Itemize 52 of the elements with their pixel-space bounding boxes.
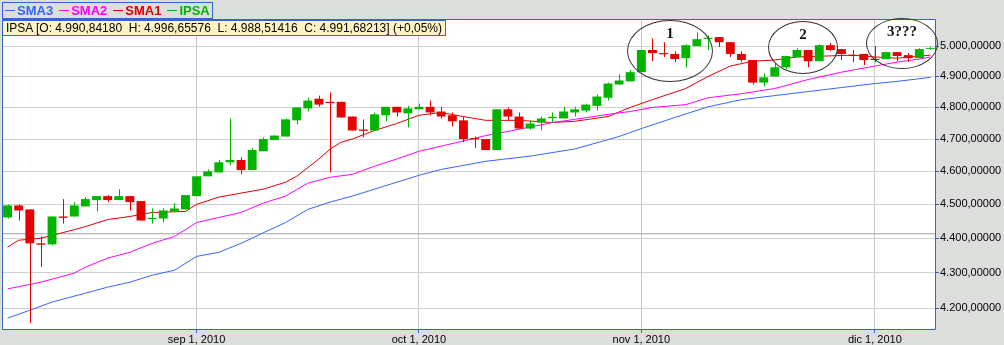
candlestick <box>458 116 468 143</box>
candlestick <box>525 119 535 131</box>
y-tick-label: 4.500,00000 <box>940 197 1002 210</box>
candlestick <box>114 188 124 201</box>
candlestick <box>314 95 324 108</box>
annotation: 2 <box>798 26 808 43</box>
candlestick <box>269 135 279 141</box>
y-tick-label: 4.900,00000 <box>940 69 1002 82</box>
candlestick <box>692 31 702 47</box>
candlestick <box>748 59 757 85</box>
candlestick <box>203 168 213 177</box>
y-tick-label: 5.000,00000 <box>940 39 1002 52</box>
annotation: 1 <box>665 25 675 42</box>
candlestick <box>103 194 113 203</box>
candlestick <box>3 203 13 220</box>
legend-label: SMA1 <box>125 3 162 18</box>
candlestick <box>92 195 101 212</box>
candlestick <box>69 201 79 217</box>
x-tick-label: oct 1, 2010 <box>391 332 447 345</box>
candlestick <box>370 111 379 131</box>
candlestick <box>536 116 546 131</box>
candlestick <box>447 111 457 127</box>
x-tick-label: nov 1, 2010 <box>612 332 671 345</box>
candlestick <box>192 175 202 197</box>
candlestick <box>281 117 290 138</box>
candlestick <box>725 41 735 58</box>
annotation: 3??? <box>886 23 918 40</box>
candlestick <box>292 106 302 125</box>
x-tick-label: sep 1, 2010 <box>167 332 226 345</box>
candlestick <box>125 195 135 211</box>
y-tick-label: 4.700,00000 <box>940 132 1002 145</box>
y-tick-label: 4.800,00000 <box>940 100 1002 113</box>
legend-label: SMA3 <box>17 3 54 18</box>
candlestick <box>503 106 513 121</box>
candlestick <box>759 72 769 87</box>
y-tick-label: 4.600,00000 <box>940 164 1002 177</box>
annotation: IPSA [O: 4.990,84180 H: 4.996,65576 L: 4.988,51416 C: 4.991,68213] (+0,05%) <box>2 20 446 36</box>
candlestick <box>825 42 835 52</box>
y-tick-label: 4.300,00000 <box>940 265 1002 278</box>
candlestick <box>347 116 357 131</box>
candlestick <box>58 198 68 225</box>
candlestick <box>481 138 491 151</box>
y-tick-label: 4.200,00000 <box>940 301 1002 314</box>
candlestick <box>336 101 346 118</box>
candlestick <box>814 43 824 62</box>
legend-label: SMA2 <box>71 3 108 18</box>
y-tick-label: 4.400,00000 <box>940 231 1002 244</box>
candlestick <box>158 207 168 224</box>
x-tick-label: dic 1, 2010 <box>847 332 902 345</box>
legend-label: IPSA <box>179 3 210 18</box>
candlestick <box>681 43 691 68</box>
candlestick <box>492 108 502 151</box>
